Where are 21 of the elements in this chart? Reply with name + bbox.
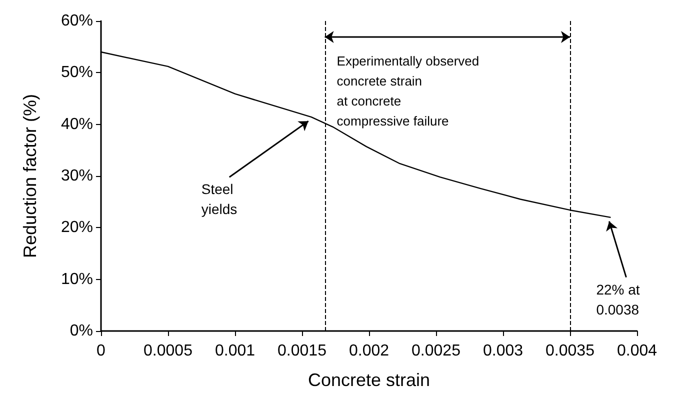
annotation: Experimentally observed concrete strain at concrete compressive failure [336,54,480,128]
x-tick-label: 0.002 [348,342,390,360]
annotation: Steel yields [201,181,238,218]
x-tick-label: 0.004 [616,342,658,360]
x-tick-label: 0.0015 [278,342,327,360]
y-axis-title: Reduction factor (%) [20,94,40,258]
y-tick-label: 10% [60,270,93,288]
x-tick-label: 0.0025 [412,342,461,360]
x-tick-label: 0.0035 [546,342,595,360]
y-tick-label: 20% [60,219,93,236]
y-tick-label: 60% [60,12,93,30]
y-tick-label: 50% [60,64,93,82]
y-tick-label: 0% [70,322,93,340]
x-tick-label: 0.0005 [144,342,193,360]
x-tick-label: 0.003 [482,342,524,360]
y-tick-label: 30% [60,168,93,184]
x-tick-label: 0 [96,342,106,360]
annotation: 22% at 0.0038 [596,281,640,318]
y-tick-label: 40% [60,116,93,133]
x-axis-title: Concrete strain [308,370,430,390]
x-tick-label: 0.001 [214,342,256,360]
